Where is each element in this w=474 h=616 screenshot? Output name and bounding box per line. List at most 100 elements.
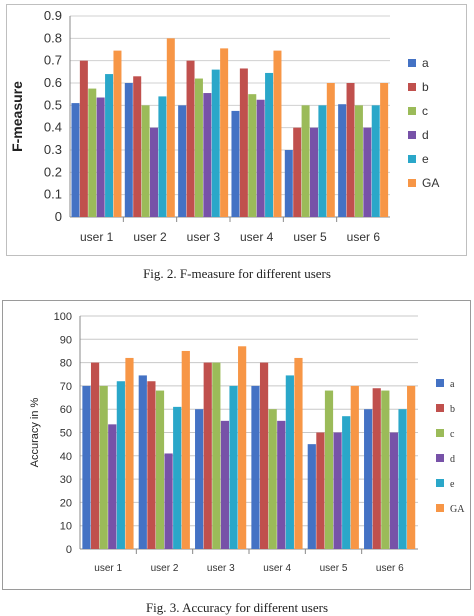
bar-b <box>90 362 100 549</box>
bar-d <box>256 99 265 217</box>
y-tick-label: 40 <box>60 451 72 463</box>
bar-b <box>186 60 195 217</box>
bar-d <box>203 93 212 217</box>
legend-entry-ga: GA <box>450 504 465 515</box>
legend-entry-e: e <box>450 479 455 490</box>
bar-a <box>82 385 91 549</box>
x-tick-label: user 3 <box>207 563 235 574</box>
bar-c <box>324 390 334 549</box>
bar-d <box>389 432 399 549</box>
bar-e <box>173 406 182 549</box>
bar-e <box>116 381 125 549</box>
legend-swatch-c <box>408 107 416 115</box>
legend-swatch-e <box>436 479 444 487</box>
y-tick-label: 30 <box>60 474 72 486</box>
bar-ga <box>350 385 359 549</box>
legend-entry-c: c <box>422 104 428 118</box>
bar-ga <box>166 38 175 218</box>
y-tick-label: 20 <box>60 497 72 509</box>
legend-swatch-c <box>436 429 444 437</box>
bar-a <box>124 83 133 217</box>
bar-ga <box>326 83 335 217</box>
bar-ga <box>113 50 122 217</box>
bar-ga <box>238 346 247 549</box>
y-tick-label: 80 <box>60 358 72 370</box>
x-tick-label: user 4 <box>263 563 291 574</box>
bar-d <box>310 127 318 217</box>
bar-c <box>99 385 108 549</box>
y-tick-label: 0.3 <box>44 142 62 157</box>
bar-a <box>364 409 373 549</box>
bar-d <box>333 432 342 549</box>
bar-e <box>105 74 114 217</box>
bar-d <box>220 420 230 549</box>
y-tick-label: 60 <box>60 404 72 416</box>
y-tick-label: 0 <box>55 209 62 224</box>
bar-b <box>259 362 269 549</box>
bar-c <box>212 362 221 549</box>
bar-b <box>79 60 88 217</box>
legend-entry-c: c <box>450 429 455 440</box>
bar-e <box>371 105 380 217</box>
x-tick-label: user 6 <box>376 563 404 574</box>
y-tick-label: 0.4 <box>44 120 62 135</box>
bar-c <box>141 105 150 217</box>
x-tick-label: user 4 <box>240 230 274 244</box>
legend-swatch-b <box>408 83 416 91</box>
f-measure-chart: 0 0.1 0.2 0.3 0.4 0.5 0.6 0.7 0.8 0.9 user 1 user 2… <box>9 8 439 244</box>
y-tick-label: 0.7 <box>44 53 62 68</box>
bar-ga <box>294 357 303 549</box>
y-tick-label: 0.8 <box>44 30 62 45</box>
y-axis-title: Accuracy in % <box>29 397 41 467</box>
bar-c <box>381 390 390 549</box>
bar-a <box>71 103 80 217</box>
x-tick-label: user 3 <box>187 230 221 244</box>
bar-a <box>138 375 147 549</box>
bar-d <box>108 424 117 549</box>
bar-c <box>194 78 203 218</box>
x-tick-label: user 2 <box>151 563 179 574</box>
bar-e <box>229 385 238 549</box>
y-tick-label: 0 <box>66 544 72 556</box>
bar-ga <box>181 350 190 549</box>
bar-e <box>318 105 327 217</box>
legend-swatch-a <box>408 59 416 67</box>
bar-b <box>147 381 156 549</box>
bar-e <box>342 416 351 549</box>
x-tick-label: user 6 <box>347 230 381 244</box>
bar-a <box>195 409 204 549</box>
legend-entry-a: a <box>450 379 455 390</box>
legend-swatch-e <box>408 155 416 163</box>
bar-ga <box>125 357 134 549</box>
bar-b <box>346 83 355 217</box>
bar-c <box>248 94 257 217</box>
bar-b <box>133 76 142 217</box>
legend-entry-ga: GA <box>422 176 439 190</box>
x-tick-label: user 2 <box>133 230 167 244</box>
legend-entry-b: b <box>422 80 429 94</box>
legend-entry-e: e <box>422 152 429 166</box>
bar-c <box>301 105 310 217</box>
legend-swatch-ga <box>436 504 444 512</box>
legend-swatch-d <box>436 454 444 462</box>
bar-c <box>88 88 97 217</box>
legend-swatch-b <box>436 404 444 412</box>
bar-ga <box>407 385 416 549</box>
y-axis-title: F-measure <box>9 81 25 152</box>
bar-e <box>158 96 167 217</box>
x-tick-label: user 5 <box>320 563 348 574</box>
y-tick-label: 70 <box>60 381 72 393</box>
x-tick-label: user 5 <box>293 230 327 244</box>
accuracy-chart: 0 10 20 30 40 50 60 70 80 90 100 user 1 user 2 user 3… <box>29 311 465 574</box>
y-tick-label: 50 <box>60 428 72 440</box>
legend-entry-d: d <box>450 454 455 465</box>
fig3-caption: Fig. 3. Accuracy for different users <box>145 600 329 615</box>
bar-a <box>284 150 293 217</box>
bar-a <box>338 104 347 217</box>
bar-b <box>203 362 212 549</box>
bar-b <box>316 432 325 549</box>
bar-ga <box>273 50 282 217</box>
bar-a <box>251 385 260 549</box>
bar-c <box>155 390 165 549</box>
y-tick-label: 0.5 <box>44 97 62 112</box>
